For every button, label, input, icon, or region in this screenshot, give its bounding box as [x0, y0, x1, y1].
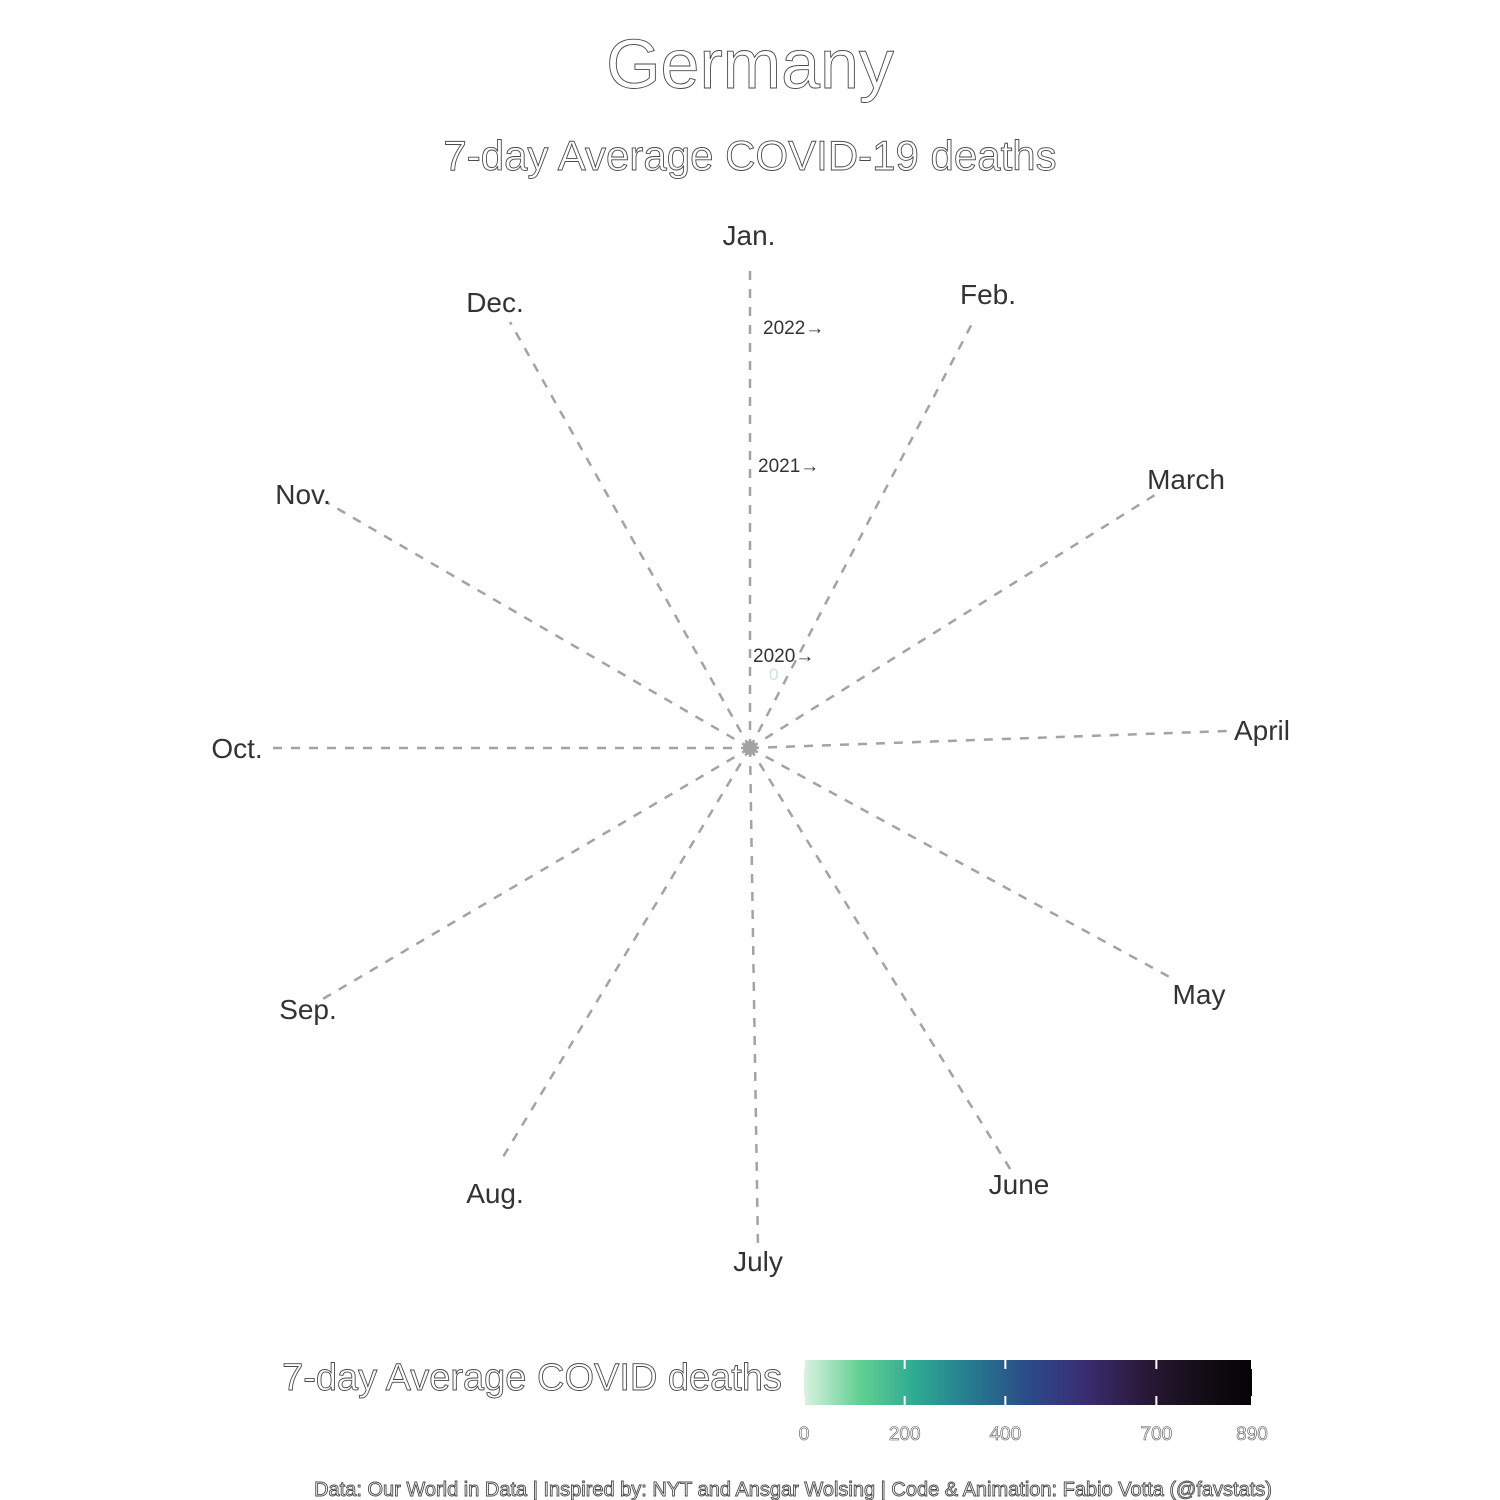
- month-label-feb: Feb.: [960, 279, 1016, 310]
- year-label-2021: 2021→: [758, 456, 819, 477]
- spoke-may: [749, 746, 1176, 982]
- month-labels: Jan. Feb. March April May June July Aug. Sep. Oct…: [211, 220, 1290, 1277]
- spoke-feb: [748, 317, 977, 749]
- month-label-sep: Sep.: [279, 994, 337, 1025]
- month-label-nov: Nov.: [275, 479, 331, 510]
- year-label-2022: 2022→: [763, 318, 824, 339]
- month-label-july: July: [733, 1246, 783, 1277]
- legend-tick-label-400: 400: [989, 1424, 1021, 1445]
- spoke-june: [748, 747, 1014, 1173]
- chart-subtitle: 7-day Average COVID-19 deaths: [443, 132, 1056, 179]
- spoke-nov: [325, 500, 751, 750]
- legend-tick-label-700: 700: [1141, 1424, 1173, 1445]
- year-label-2020: 2020→: [753, 646, 814, 667]
- chart-caption: Data: Our World in Data | Inspired by: N…: [314, 1479, 1272, 1500]
- month-label-april: April: [1234, 715, 1290, 746]
- spoke-march: [749, 491, 1159, 750]
- zero-label: 0: [769, 665, 778, 684]
- month-label-dec: Dec.: [466, 287, 524, 318]
- legend-title: 7-day Average COVID deaths: [282, 1357, 782, 1399]
- month-spokes: [266, 270, 1229, 1249]
- center-dot: [743, 741, 757, 755]
- spoke-july: [748, 747, 760, 1249]
- year-labels: 2020→ 2021→ 2022→: [753, 318, 824, 667]
- month-label-may: May: [1173, 979, 1226, 1010]
- legend-tick-label-890: 890: [1236, 1424, 1268, 1445]
- spoke-aug: [498, 747, 752, 1163]
- spoke-april: [749, 729, 1229, 750]
- spoke-dec: [508, 321, 752, 749]
- legend-ticks: 0 200 400 700 890: [798, 1360, 1268, 1445]
- legend-tick-label-200: 200: [889, 1424, 921, 1445]
- spoke-sep: [315, 746, 751, 1005]
- chart-title: Germany: [606, 25, 894, 103]
- color-legend: 7-day Average COVID deaths 0 200 400 700 890: [282, 1357, 1269, 1446]
- month-label-june: June: [989, 1169, 1050, 1200]
- month-label-aug: Aug.: [466, 1178, 524, 1209]
- month-label-oct: Oct.: [211, 733, 262, 764]
- legend-colorbar: [804, 1360, 1252, 1405]
- month-label-jan: Jan.: [723, 220, 776, 251]
- month-label-march: March: [1147, 464, 1225, 495]
- legend-tick-label-0: 0: [799, 1424, 810, 1445]
